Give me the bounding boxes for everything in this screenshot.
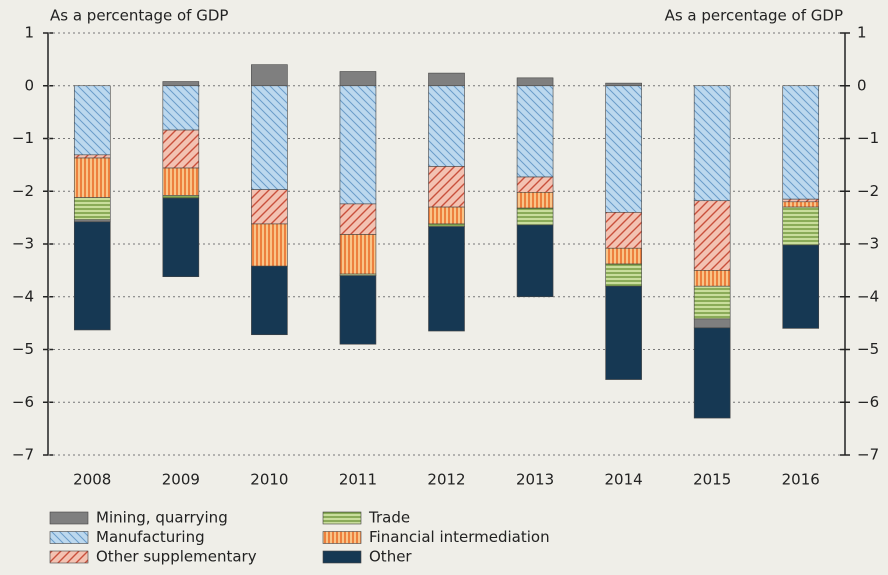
y2-tick-label: −1 <box>857 129 879 147</box>
y-tick-label: −6 <box>12 393 34 411</box>
bar-segment <box>516 85 554 178</box>
x-tick-label: 2015 <box>693 471 731 489</box>
bar-segment <box>782 198 820 203</box>
bar-segment <box>516 224 554 298</box>
legend-label: Other <box>369 548 412 566</box>
bar-segment <box>428 72 465 87</box>
bar-segment <box>782 206 820 246</box>
x-tick-label: 2016 <box>782 471 820 489</box>
bar-segment <box>73 221 111 331</box>
legend-label: Trade <box>368 509 410 527</box>
bar-segment <box>339 234 377 275</box>
bar-segment <box>782 85 820 200</box>
bar-segment <box>73 219 111 223</box>
bar-segment <box>693 285 731 320</box>
y-tick-label: −4 <box>12 287 34 305</box>
legend-swatch <box>322 550 362 564</box>
bar-segment <box>428 206 465 225</box>
bar-segment <box>162 197 200 278</box>
y2-tick-label: 0 <box>857 76 867 94</box>
x-tick-label: 2009 <box>162 471 200 489</box>
bar-segment <box>516 77 554 87</box>
bar-segment <box>605 285 642 380</box>
bar-segment <box>339 203 377 235</box>
legend-swatch <box>49 550 89 564</box>
bar-segment <box>428 226 465 332</box>
x-tick-label: 2011 <box>339 471 377 489</box>
bar-segment <box>162 85 200 131</box>
bar-segment <box>693 85 731 202</box>
bar-segment <box>162 81 200 87</box>
bar-segment <box>428 166 465 208</box>
x-tick-label: 2014 <box>605 471 643 489</box>
bar-segment <box>251 85 288 190</box>
bar-segment <box>693 270 731 287</box>
y-tick-label: −7 <box>12 446 34 464</box>
x-tick-label: 2010 <box>250 471 288 489</box>
bar-segment <box>605 212 642 249</box>
y-tick-label: −3 <box>12 235 34 253</box>
y-tick-label: −1 <box>12 129 34 147</box>
bar-segment <box>251 265 288 336</box>
bar-segment <box>605 82 642 87</box>
bar-segment <box>251 223 288 267</box>
bar-segment <box>251 189 288 225</box>
bar-segment <box>516 207 554 226</box>
bar-segment <box>693 200 731 271</box>
legend-label: Other supplementary <box>96 548 257 566</box>
y2-tick-label: −7 <box>857 446 879 464</box>
y-tick-label: 1 <box>24 24 34 42</box>
bar-segment <box>73 157 111 198</box>
bar-segment <box>339 275 377 345</box>
y2-tick-label: −5 <box>857 340 879 358</box>
y2-tick-label: −2 <box>857 182 879 200</box>
y2-tick-label: −4 <box>857 287 879 305</box>
bar-segment <box>782 244 820 329</box>
y-tick-label: 0 <box>24 76 34 94</box>
bar-segment <box>782 201 820 208</box>
bar-segment <box>428 223 465 227</box>
bar-segment <box>693 318 731 329</box>
y2-tick-label: −6 <box>857 393 879 411</box>
x-tick-label: 2008 <box>73 471 111 489</box>
bar-segment <box>339 85 377 205</box>
bar-segment <box>516 176 554 193</box>
legend-swatch <box>49 511 89 525</box>
bar-segment <box>251 64 288 87</box>
x-tick-label: 2013 <box>516 471 554 489</box>
bar-segment <box>162 129 200 169</box>
bar-segment <box>428 85 465 167</box>
legend-swatch <box>322 531 362 544</box>
legend-label: Manufacturing <box>96 528 205 546</box>
bar-segment <box>162 195 200 199</box>
legend-label: Financial intermediation <box>369 528 550 546</box>
bar-segment <box>73 197 111 221</box>
y-tick-label: −5 <box>12 340 34 358</box>
legend-swatch <box>49 531 89 544</box>
legend-label: Mining, quarrying <box>96 509 228 527</box>
bar-segment <box>516 192 554 209</box>
bar-segment <box>73 85 111 156</box>
y-axis-label: As a percentage of GDP <box>50 7 228 25</box>
bar-segment <box>73 154 111 159</box>
y2-tick-label: 1 <box>857 24 867 42</box>
legend-swatch <box>322 511 362 525</box>
bar-segment <box>605 85 642 213</box>
bar-segment <box>339 71 377 87</box>
bar-segment <box>162 167 200 196</box>
y2-tick-label: −3 <box>857 235 879 253</box>
bar-segment <box>693 327 731 419</box>
bar-segment <box>605 247 642 265</box>
x-tick-label: 2012 <box>427 471 465 489</box>
y-tick-label: −2 <box>12 182 34 200</box>
y2-axis-label: As a percentage of GDP <box>665 7 843 25</box>
bar-segment <box>605 263 642 287</box>
